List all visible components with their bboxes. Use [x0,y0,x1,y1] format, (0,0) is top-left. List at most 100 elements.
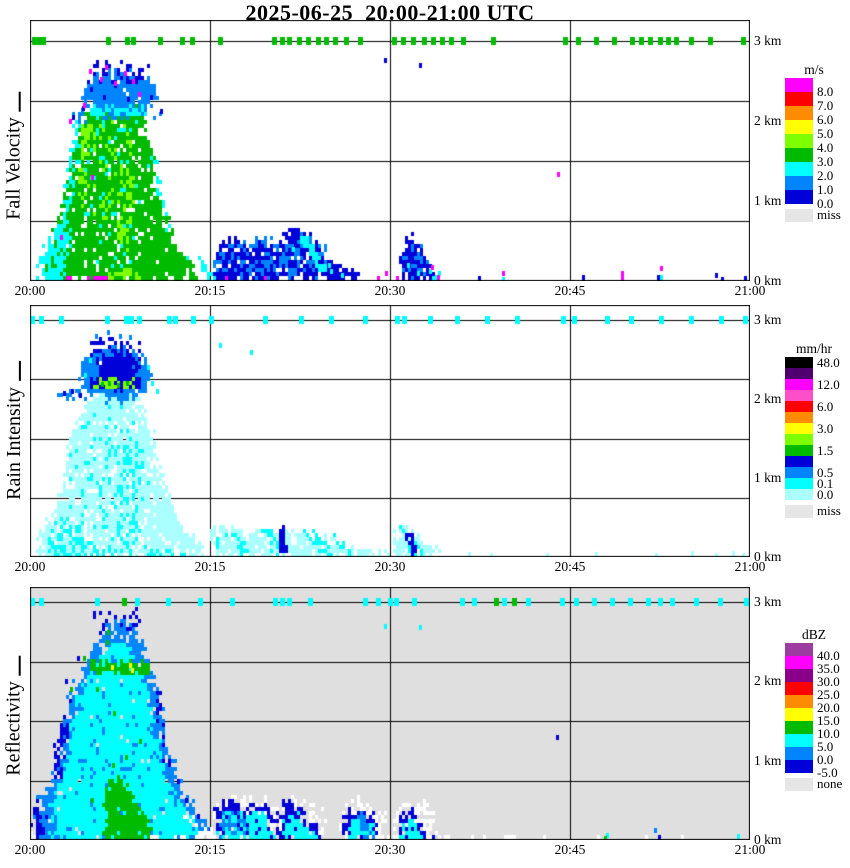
legend-color-swatch [785,669,813,682]
height-tick-label: 3 km [754,594,782,609]
time-tick-label: 20:45 [554,842,586,857]
ylabel-bar [18,90,20,111]
legend-color-swatch [785,92,813,106]
legend-value-label: 6.0 [817,112,834,127]
legend-color-swatch [785,78,813,92]
legend-value-label: 25.0 [817,687,840,702]
legend-color-swatch [785,434,813,445]
legend-value-label: 30.0 [817,674,840,689]
legend-value-label: 35.0 [817,661,840,676]
legend-value-label: 5.0 [817,126,834,141]
legend-fall-velocity: m/s 8.0 7.0 6.0 5.0 4.0 3.0 2.0 1.0 0.0 miss [783,62,849,229]
time-tick-label: 20:15 [194,842,226,857]
panel-1-axis-label: Fall Velocity [2,116,25,220]
legend-color-swatch [785,176,813,190]
legend-value-label: 0.0 [817,487,834,502]
legend-miss-label: miss [817,503,841,518]
legend-value-label: 4.0 [817,140,834,155]
height-tick-label: 0 km [754,832,782,847]
legend-color-swatch [785,656,813,669]
ylabel-reflectivity-text: Reflectivity [2,654,26,776]
legend-value-label: 0.0 [817,196,834,211]
legend-color-swatch [785,734,813,747]
legend-miss-swatch [785,778,813,791]
legend-color-swatch [785,760,813,773]
legend-reflectivity: dBZ 40.0 35.0 30.0 25.0 20.0 15.0 10.0 5.0 0.0 -5… [783,627,849,798]
legend-value-label: 48.0 [817,355,840,370]
legend-color-swatch [785,148,813,162]
legend-color-swatch [785,467,813,478]
chart-title: 2025-06-25 20:00-21:00 UTC [245,0,535,25]
time-tick-label: 20:30 [374,842,406,857]
height-tick-label: 3 km [754,312,782,327]
height-tick-label: 0 km [754,273,782,288]
legend-value-label: 1.0 [817,182,834,197]
legend-value-label: 40.0 [817,648,840,663]
legend-color-swatch [785,682,813,695]
legend-color-swatch [785,445,813,456]
ylabel-bar [18,654,21,675]
legend-miss-label: miss [817,207,841,222]
legend-color-swatch [785,708,813,721]
time-tick-label: 20:00 [14,842,46,857]
reflectivity-heatmap [30,587,750,840]
legend-title-dbz: dBZ [801,627,826,642]
height-tick-label: 2 km [754,673,782,688]
legend-color-swatch [785,489,813,500]
legend-color-swatch [785,106,813,120]
time-tick-label: 20:30 [374,559,406,574]
legend-rain-intensity: mm/hr 48.0 12.0 6.0 3.0 1.5 0.5 0.1 0.0 miss [783,341,849,525]
legend-value-label: 1.5 [817,443,834,458]
legend-value-label: 2.0 [817,168,834,183]
legend-color-swatch [785,190,813,204]
legend-value-label: 3.0 [817,421,834,436]
height-tick-label: 3 km [754,33,782,48]
legend-title-mmhr: mm/hr [796,341,832,356]
legend-color-swatch [785,134,813,148]
height-tick-label: 1 km [754,753,782,768]
ylabel-bar [18,360,21,381]
legend-value-label: 3.0 [817,154,834,169]
panel-2-axis-label: Rain Intensity [2,386,25,500]
time-tick-label: 21:00 [734,283,766,298]
legend-miss-label: none [817,776,843,791]
fall-velocity-heatmap [30,20,750,281]
legend-value-label: 0.0 [817,752,834,767]
legend-value-label: 7.0 [817,98,834,113]
legend-value-label: 12.0 [817,377,840,392]
height-tick-label: 2 km [754,113,782,128]
legend-color-swatch [785,401,813,412]
legend-color-swatch [785,423,813,434]
legend-miss-swatch [785,505,813,518]
legend-value-label: 15.0 [817,713,840,728]
height-tick-label: 1 km [754,193,782,208]
legend-value-label: -5.0 [817,765,838,780]
legend-color-swatch [785,120,813,134]
legend-value-label: 5.0 [817,739,834,754]
height-tick-label: 1 km [754,470,782,485]
legend-color-swatch [785,643,813,656]
time-tick-label: 20:00 [14,559,46,574]
ylabel-rain-intensity-text: Rain Intensity [2,360,26,500]
legend-color-swatch [785,721,813,734]
time-tick-label: 20:30 [374,283,406,298]
legend-color-swatch [785,357,813,368]
legend-color-swatch [785,162,813,176]
time-tick-label: 21:00 [734,842,766,857]
legend-value-label: 8.0 [817,84,834,99]
legend-color-swatch [785,456,813,467]
ylabel-fall-velocity-text: Fall Velocity [2,90,26,220]
panel-3-axis-label: Reflectivity [2,680,25,776]
legend-miss-swatch [785,209,813,222]
time-tick-label: 20:45 [554,283,586,298]
time-tick-label: 20:15 [194,559,226,574]
legend-color-swatch [785,390,813,401]
time-tick-label: 20:15 [194,283,226,298]
height-tick-label: 0 km [754,549,782,564]
legend-color-swatch [785,368,813,379]
legend-color-swatch [785,478,813,489]
rain-intensity-heatmap [30,305,750,557]
legend-color-swatch [785,412,813,423]
legend-value-label: 0.5 [817,465,834,480]
